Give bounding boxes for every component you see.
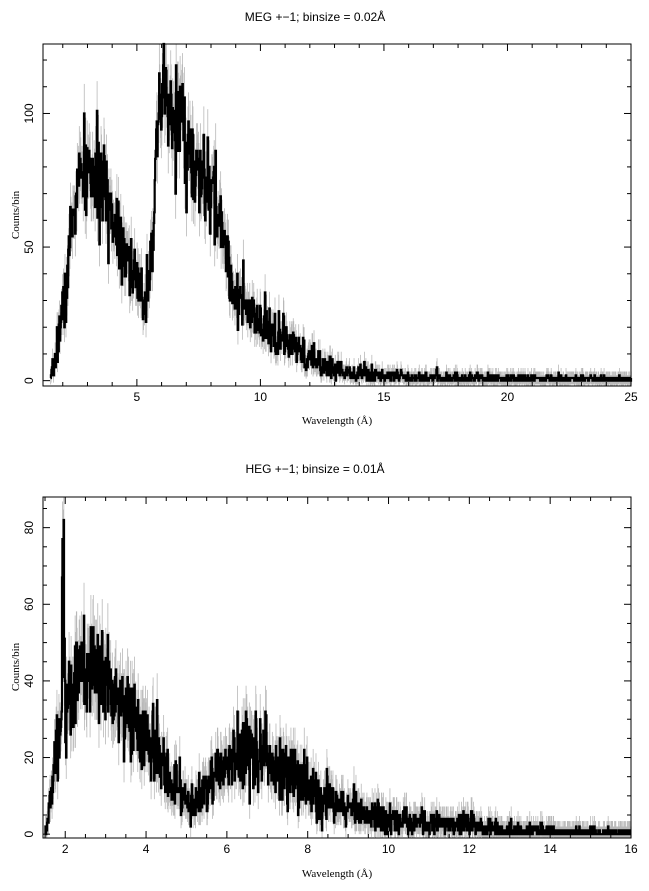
meg-spectrum [49,42,633,382]
x-tick-label: 6 [224,842,231,856]
heg-plot-frame [42,496,632,839]
y-tick-label: 60 [22,597,36,611]
x-tick-label: 16 [624,842,638,856]
heg-x-axis-label: Wavelength (Å) [302,868,373,880]
x-tick-label: 20 [501,390,515,404]
y-tick-label: 40 [22,674,36,688]
x-tick-label: 10 [254,390,268,404]
x-tick-label: 5 [134,390,141,404]
y-tick-label: 0 [22,377,36,384]
x-tick-label: 2 [62,842,69,856]
meg-spectrum-line [49,42,633,382]
heg-axis-ticks [43,497,632,838]
y-tick-label: 0 [22,831,36,838]
x-tick-label: 25 [624,390,638,404]
meg-plot-frame [42,43,632,387]
x-tick-label: 4 [143,842,150,856]
x-tick-label: 12 [463,842,477,856]
meg-axis-ticks [43,44,632,386]
x-tick-label: 14 [543,842,557,856]
meg-error-bars [50,44,632,386]
y-tick-label: 80 [22,521,36,535]
heg-error-bars [44,497,632,838]
meg-x-axis-label: Wavelength (Å) [302,415,373,427]
x-tick-label: 8 [304,842,311,856]
meg-chart-title: MEG +−1; binsize = 0.02Å [245,9,385,24]
y-tick-label: 50 [22,240,36,254]
meg-y-axis-label: Counts/bin [10,190,22,239]
heg-y-axis-label: Counts/bin [10,642,22,691]
y-tick-label: 100 [22,103,36,123]
x-tick-label: 10 [382,842,396,856]
heg-spectrum [44,518,632,836]
heg-spectrum-line [44,518,632,836]
heg-chart-title: HEG +−1; binsize = 0.01Å [245,461,384,476]
meg-chart: MEG +−1; binsize = 0.02Å Wavelength (Å) … [10,9,638,427]
y-tick-label: 20 [22,751,36,765]
x-tick-label: 15 [377,390,391,404]
heg-chart: HEG +−1; binsize = 0.01Å Wavelength (Å) … [10,461,638,880]
